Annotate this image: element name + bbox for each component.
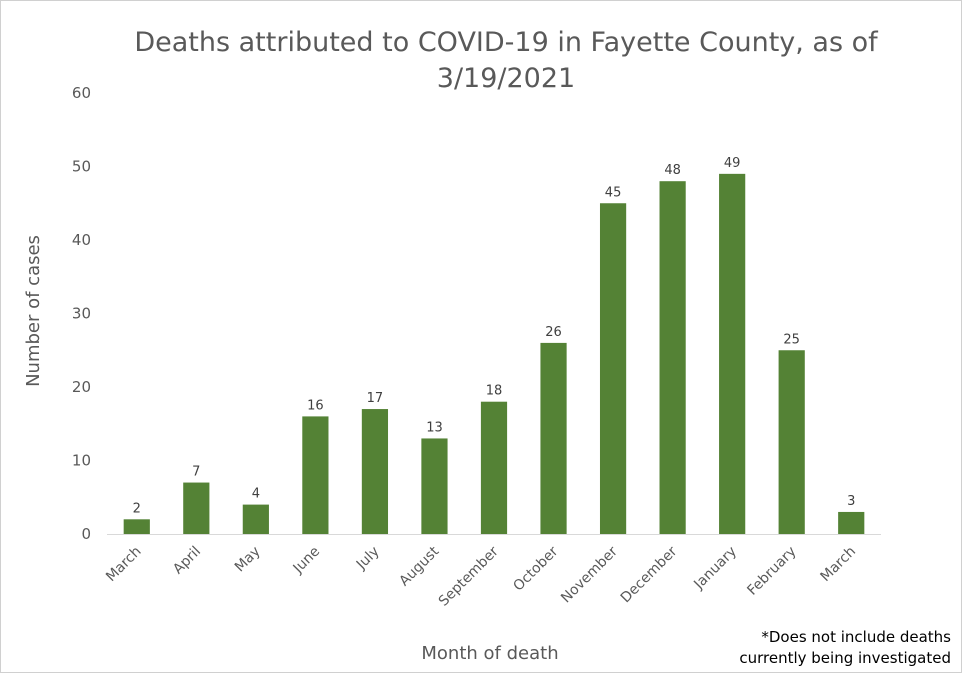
data-labels: 2 7 4 16 17 13 18 26 45 48 49 25 3 [133, 156, 856, 516]
x-category-label: July [353, 544, 383, 574]
y-tick-label: 0 [81, 525, 91, 543]
data-label: 49 [724, 156, 741, 171]
x-category-label: April [170, 544, 204, 578]
y-tick-label: 60 [72, 84, 91, 102]
bar [480, 401, 508, 534]
bar [183, 482, 210, 534]
y-axis-title: Number of cases [23, 235, 44, 387]
bar [421, 438, 448, 534]
bar [302, 416, 329, 534]
y-tick-label: 20 [72, 378, 91, 396]
x-category-label: November [558, 543, 621, 606]
bar-series [123, 173, 865, 534]
bar [719, 173, 746, 534]
data-label: 16 [307, 398, 324, 413]
y-tick-label: 40 [72, 231, 91, 249]
y-axis-ticks: 0 10 20 30 40 50 60 [72, 84, 91, 543]
x-category-label: June [290, 544, 324, 578]
data-label: 4 [252, 487, 260, 502]
data-label: 18 [486, 384, 503, 399]
data-label: 48 [664, 163, 681, 178]
bar [123, 519, 150, 534]
data-label: 45 [605, 185, 622, 200]
x-category-label: August [396, 543, 442, 589]
bar [659, 181, 686, 534]
x-category-label: May [232, 544, 264, 576]
bar [242, 504, 269, 534]
footnote-line-2: currently being investigated [739, 649, 951, 667]
footnote: *Does not include deaths currently being… [711, 627, 951, 669]
y-tick-label: 50 [72, 158, 91, 176]
bar [778, 350, 805, 534]
x-category-label: March [818, 544, 859, 585]
chart-title-line-1: Deaths attributed to COVID-19 in Fayette… [134, 27, 879, 58]
data-label: 7 [192, 465, 200, 480]
x-category-label: March [103, 544, 144, 585]
x-category-label: December [618, 543, 681, 606]
x-axis-title: Month of death [421, 643, 558, 664]
x-category-label: February [744, 544, 799, 599]
data-label: 25 [783, 332, 800, 347]
data-label: 13 [426, 420, 443, 435]
data-label: 3 [847, 494, 855, 509]
bar [540, 342, 567, 534]
data-label: 26 [545, 325, 562, 340]
y-tick-label: 30 [72, 305, 91, 323]
footnote-line-1: *Does not include deaths [761, 628, 951, 646]
y-tick-label: 10 [72, 452, 91, 470]
bar [599, 203, 627, 534]
data-label: 2 [133, 501, 141, 516]
x-category-label: September [436, 543, 502, 609]
chart-title-line-2: 3/19/2021 [437, 63, 575, 94]
bar [361, 409, 389, 534]
bar [838, 511, 865, 534]
data-label: 17 [367, 391, 384, 406]
x-category-label: January [690, 544, 740, 594]
x-category-label: October [510, 543, 561, 594]
